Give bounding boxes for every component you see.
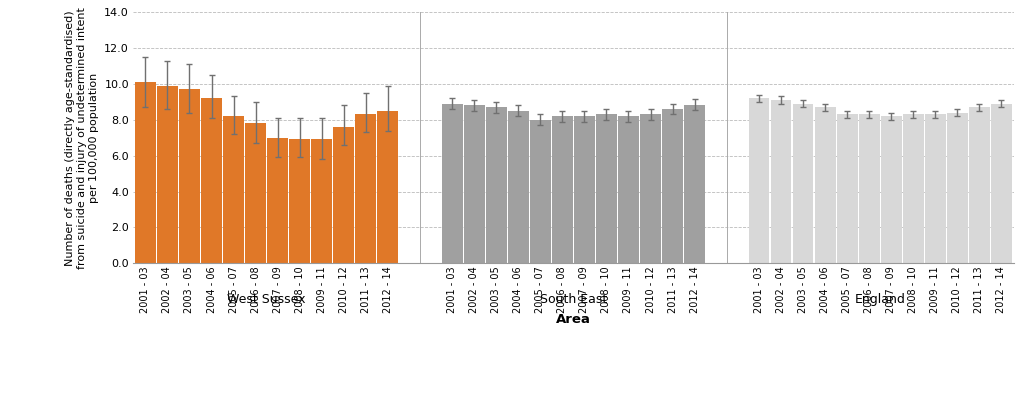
Bar: [508, 111, 528, 263]
Bar: [837, 114, 857, 263]
Bar: [464, 105, 484, 263]
Bar: [179, 89, 200, 263]
Bar: [969, 107, 989, 263]
Text: West Sussex: West Sussex: [227, 293, 306, 306]
Bar: [223, 116, 244, 263]
Bar: [991, 104, 1012, 263]
Bar: [442, 104, 463, 263]
Bar: [618, 116, 639, 263]
Bar: [925, 114, 945, 263]
Y-axis label: Number of deaths (directly age-standardised)
from suicide and injury of undeterm: Number of deaths (directly age-standardi…: [66, 7, 98, 269]
Bar: [552, 116, 572, 263]
Bar: [663, 109, 683, 263]
Bar: [311, 139, 332, 263]
Bar: [859, 114, 880, 263]
Bar: [596, 114, 616, 263]
Bar: [135, 82, 156, 263]
Bar: [202, 98, 222, 263]
Bar: [290, 139, 310, 263]
Bar: [267, 138, 288, 263]
Bar: [640, 114, 660, 263]
Bar: [684, 104, 705, 263]
Bar: [749, 98, 769, 263]
Text: England: England: [855, 293, 906, 306]
Bar: [158, 86, 178, 263]
Bar: [246, 124, 266, 263]
Bar: [881, 116, 901, 263]
Bar: [793, 104, 813, 263]
Bar: [334, 127, 354, 263]
Bar: [815, 107, 836, 263]
Bar: [486, 107, 507, 263]
Text: South East: South East: [540, 293, 607, 306]
Bar: [378, 111, 398, 263]
Bar: [574, 116, 595, 263]
Bar: [947, 113, 968, 263]
Bar: [771, 100, 792, 263]
Bar: [530, 120, 551, 263]
Text: Area: Area: [556, 313, 591, 326]
Bar: [355, 114, 376, 263]
Bar: [903, 114, 924, 263]
